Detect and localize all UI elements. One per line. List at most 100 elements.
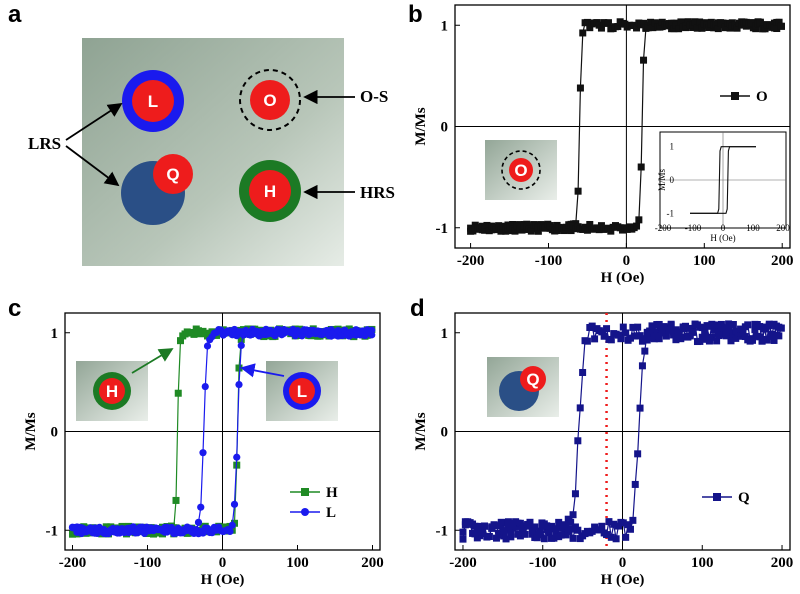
inset-O: O	[485, 140, 557, 200]
data-point	[492, 522, 500, 530]
l-dot-inner	[132, 80, 174, 122]
inset-x-title: H (Oe)	[710, 233, 735, 243]
x-tick-label: -100	[529, 555, 557, 571]
x-tick-label: 200	[771, 555, 794, 571]
series-L	[68, 325, 376, 538]
data-point	[237, 341, 245, 350]
y-tick-label: -1	[436, 221, 449, 237]
data-point	[595, 226, 603, 234]
data-point	[619, 519, 627, 527]
data-point	[534, 227, 542, 235]
data-point	[586, 220, 594, 228]
data-point	[733, 24, 741, 32]
data-point	[629, 516, 637, 524]
data-point	[734, 329, 742, 337]
data-point	[507, 530, 515, 538]
inset-x-tick: -100	[685, 223, 702, 233]
data-point	[698, 24, 706, 32]
l-dot-inner	[289, 378, 315, 404]
data-point	[574, 187, 582, 195]
data-point	[219, 523, 227, 531]
data-point	[713, 337, 721, 345]
data-point	[637, 163, 645, 171]
data-point	[635, 216, 643, 224]
x-tick-label: 0	[619, 555, 627, 571]
data-point	[703, 322, 711, 330]
data-point	[732, 334, 740, 342]
data-point	[576, 84, 584, 92]
data-point	[194, 518, 203, 526]
legend-entry-L: L	[290, 505, 336, 521]
data-point	[679, 323, 687, 331]
x-tick-label: 200	[771, 253, 794, 269]
data-point	[641, 347, 649, 355]
data-point	[725, 320, 733, 328]
data-point	[721, 23, 729, 31]
data-point	[607, 533, 615, 541]
lrs-arrow-down	[65, 145, 120, 187]
inset-y-tick: 1	[670, 142, 675, 152]
legend-entry-H: H	[290, 485, 338, 501]
legend-entry-Q: Q	[702, 490, 750, 506]
data-point	[579, 29, 587, 37]
data-point	[459, 535, 467, 543]
data-point	[588, 322, 596, 330]
inset-x-tick: -200	[655, 223, 672, 233]
data-point	[607, 227, 615, 235]
legend-label: H	[326, 485, 338, 501]
data-point	[698, 324, 706, 332]
data-point	[775, 18, 783, 26]
data-point	[662, 332, 670, 340]
data-point	[492, 226, 500, 234]
hrs-label: HRS	[360, 183, 395, 202]
q-dot-label: Q	[166, 165, 179, 184]
data-point	[739, 328, 747, 336]
data-point	[545, 527, 553, 535]
y-tick-label: 1	[441, 18, 449, 34]
inset-Q: Q	[487, 357, 559, 417]
data-point	[569, 534, 577, 542]
l-inset-arrow	[240, 363, 285, 378]
data-point	[473, 528, 481, 536]
data-point	[660, 323, 668, 331]
lrs-arrow-up	[65, 103, 123, 141]
data-point	[528, 527, 536, 535]
data-point	[481, 522, 489, 530]
data-point	[504, 518, 512, 526]
data-point	[502, 535, 510, 543]
data-point	[770, 24, 778, 32]
data-point	[485, 227, 493, 235]
h-dot-inner	[249, 170, 291, 212]
data-point	[567, 518, 575, 526]
data-point	[512, 518, 520, 526]
data-point	[536, 527, 544, 535]
data-point	[471, 522, 479, 530]
inset-y-title: M/Ms	[657, 169, 667, 192]
x-tick-label: -200	[449, 555, 477, 571]
data-point	[677, 18, 685, 26]
data-point	[177, 337, 184, 345]
data-point	[770, 336, 778, 344]
data-point	[622, 329, 630, 337]
x-axis-title: H (Oe)	[601, 572, 645, 588]
data-point	[459, 528, 467, 536]
chart-d: -200 -100 0 100 200 -1 0 1 H (Oe) M/Ms Q Q	[413, 312, 794, 588]
x-tick-label: -100	[134, 555, 162, 571]
o-dot-label: O	[263, 91, 276, 110]
data-point	[521, 530, 529, 538]
x-tick-label: 200	[361, 555, 384, 571]
x-tick-label: 100	[286, 555, 309, 571]
data-point	[298, 332, 306, 340]
data-point	[597, 222, 605, 230]
data-point	[497, 226, 505, 234]
series-Q	[459, 320, 785, 543]
data-point	[729, 321, 737, 329]
data-point	[651, 19, 659, 27]
data-point	[665, 326, 673, 334]
data-point	[640, 19, 648, 27]
data-point	[715, 332, 723, 340]
data-point	[569, 511, 577, 519]
data-point	[756, 19, 764, 27]
chart-b: -200 -100 0 100 200 -1 0 1 H (Oe) M/Ms O O -200 -100 0…	[413, 4, 794, 286]
